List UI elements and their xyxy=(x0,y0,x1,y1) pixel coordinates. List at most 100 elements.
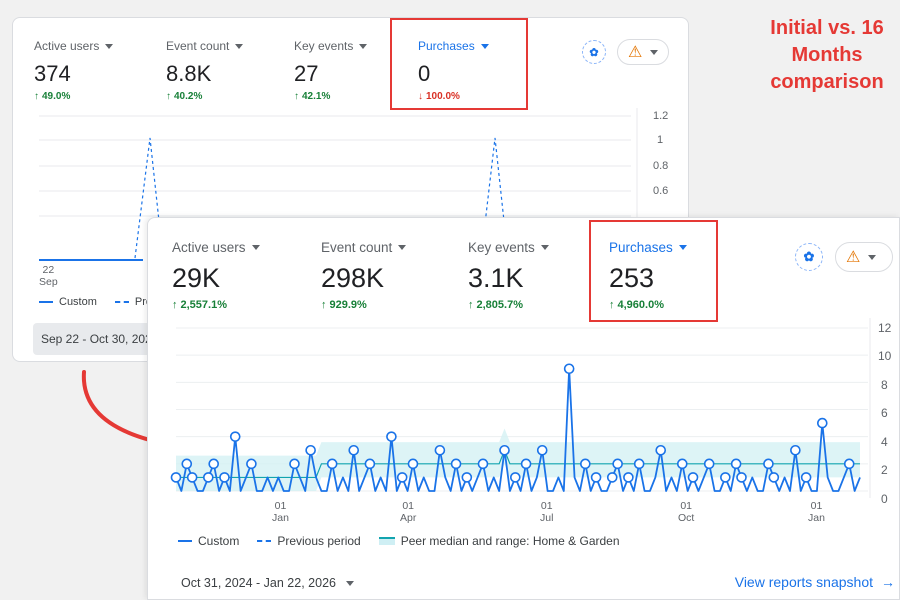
arrow-up-icon: ↑ xyxy=(609,299,615,311)
data-point[interactable] xyxy=(730,458,742,470)
metric-purchases[interactable]: Purchases 0 ↓ 100.0% xyxy=(418,39,489,102)
alert-dropdown[interactable]: ⚠ xyxy=(617,39,669,65)
data-point[interactable] xyxy=(790,444,801,456)
metric-key-events[interactable]: Key events 3.1K ↑ 2,805.7% xyxy=(468,240,549,311)
metric-label: Purchases xyxy=(418,39,475,53)
data-point[interactable] xyxy=(736,472,747,483)
chevron-down-icon xyxy=(345,580,354,586)
initial-date-range[interactable]: Sep 22 - Oct 30, 2024 xyxy=(33,323,153,355)
data-point[interactable] xyxy=(816,417,828,429)
x-tick: 01 Jan xyxy=(808,500,825,524)
data-point[interactable] xyxy=(520,458,532,470)
metric-value: 8.8K xyxy=(166,61,212,86)
data-point[interactable] xyxy=(229,431,241,442)
data-point[interactable] xyxy=(219,472,230,483)
data-point[interactable] xyxy=(181,458,193,470)
previous-period-line xyxy=(134,137,164,259)
data-point[interactable] xyxy=(687,472,699,483)
data-point[interactable] xyxy=(326,458,338,470)
legend-peer-benchmark[interactable]: Peer median and range: Home & Garden xyxy=(378,534,620,548)
chevron-down-icon[interactable] xyxy=(398,245,407,250)
data-point[interactable] xyxy=(461,472,473,483)
data-point[interactable] xyxy=(208,458,220,470)
data-point[interactable] xyxy=(633,458,645,470)
data-point[interactable] xyxy=(590,472,602,483)
data-point[interactable] xyxy=(305,444,316,456)
chart-legend: Custom Previous period Peer median and r… xyxy=(178,534,620,548)
legend-custom[interactable]: Custom xyxy=(39,296,97,308)
data-point[interactable] xyxy=(348,444,360,456)
metric-event-count[interactable]: Event count 298K ↑ 929.9% xyxy=(321,240,407,311)
metric-value: 0 xyxy=(418,61,431,86)
data-point[interactable] xyxy=(386,431,397,442)
data-point[interactable] xyxy=(170,472,182,483)
legend-previous-period[interactable]: Previous period xyxy=(257,534,361,548)
data-point[interactable] xyxy=(536,444,548,456)
metric-event-count[interactable]: Event count 8.8K ↑ 40.2% xyxy=(166,39,244,102)
data-point[interactable] xyxy=(655,444,667,456)
metric-purchases[interactable]: Purchases 253 ↑ 4,960.0% xyxy=(609,240,687,311)
view-reports-snapshot-link[interactable]: View reports snapshot → xyxy=(734,574,895,590)
metric-value: 253 xyxy=(609,263,655,293)
chevron-down-icon[interactable] xyxy=(540,245,549,250)
alert-dropdown[interactable]: ⚠ xyxy=(835,242,893,272)
data-point[interactable] xyxy=(623,472,634,483)
legend-custom[interactable]: Custom xyxy=(178,534,239,548)
data-point[interactable] xyxy=(768,472,780,483)
data-point[interactable] xyxy=(580,458,591,470)
ribbon-badge-icon[interactable]: ✿ xyxy=(795,243,823,271)
data-point[interactable] xyxy=(720,472,731,483)
data-point[interactable] xyxy=(563,363,575,375)
data-point[interactable] xyxy=(450,458,462,470)
data-point[interactable] xyxy=(246,458,257,470)
chevron-down-icon[interactable] xyxy=(678,245,687,250)
y-tick: 6 xyxy=(881,406,888,420)
arrow-up-icon: ↑ xyxy=(468,299,474,311)
y-tick: 2 xyxy=(881,463,888,477)
metric-change: ↑ 2,557.1% xyxy=(172,299,227,311)
metric-change: ↑ 49.0% xyxy=(34,91,71,102)
metric-label: Active users xyxy=(172,240,246,255)
data-point[interactable] xyxy=(186,472,198,483)
y-tick: 1 xyxy=(657,134,664,146)
chevron-down-icon[interactable] xyxy=(105,43,114,49)
data-point[interactable] xyxy=(364,458,376,470)
data-point[interactable] xyxy=(843,458,855,470)
metric-label: Purchases xyxy=(609,240,673,255)
warning-triangle-icon: ⚠ xyxy=(846,249,861,266)
y-tick: 12 xyxy=(878,321,892,335)
arrow-up-icon: ↑ xyxy=(294,91,299,102)
y-tick: 10 xyxy=(878,349,892,363)
data-point[interactable] xyxy=(763,458,774,470)
data-point[interactable] xyxy=(510,472,521,483)
arrow-up-icon: ↑ xyxy=(321,299,327,311)
metric-active-users[interactable]: Active users 374 ↑ 49.0% xyxy=(34,39,114,102)
ribbon-badge-icon[interactable]: ✿ xyxy=(582,40,606,64)
chevron-down-icon[interactable] xyxy=(251,245,260,250)
data-point[interactable] xyxy=(612,458,623,470)
metric-key-events[interactable]: Key events 27 ↑ 42.1% xyxy=(294,39,368,102)
arrow-right-icon: → xyxy=(881,574,895,590)
data-point[interactable] xyxy=(800,472,812,483)
data-point[interactable] xyxy=(203,472,214,483)
data-point[interactable] xyxy=(676,458,688,470)
y-tick: 0.6 xyxy=(653,185,669,197)
arrow-up-icon: ↑ xyxy=(172,299,178,311)
data-point[interactable] xyxy=(606,472,618,483)
purchases-highlight-box xyxy=(390,18,528,110)
metric-value: 374 xyxy=(34,61,71,86)
date-range-selector[interactable]: Oct 31, 2024 - Jan 22, 2026 xyxy=(181,576,354,590)
data-point[interactable] xyxy=(477,458,489,470)
chevron-down-icon[interactable] xyxy=(480,43,489,49)
data-point[interactable] xyxy=(703,458,715,470)
data-point[interactable] xyxy=(396,472,408,483)
chevron-down-icon[interactable] xyxy=(235,43,244,49)
data-point[interactable] xyxy=(407,458,419,470)
data-point[interactable] xyxy=(499,444,510,456)
y-tick: 4 xyxy=(881,435,888,449)
data-point[interactable] xyxy=(289,458,300,470)
data-point[interactable] xyxy=(434,444,446,456)
chevron-down-icon[interactable] xyxy=(359,43,368,49)
x-tick: 01 Apr xyxy=(400,500,417,524)
metric-active-users[interactable]: Active users 29K ↑ 2,557.1% xyxy=(172,240,260,311)
